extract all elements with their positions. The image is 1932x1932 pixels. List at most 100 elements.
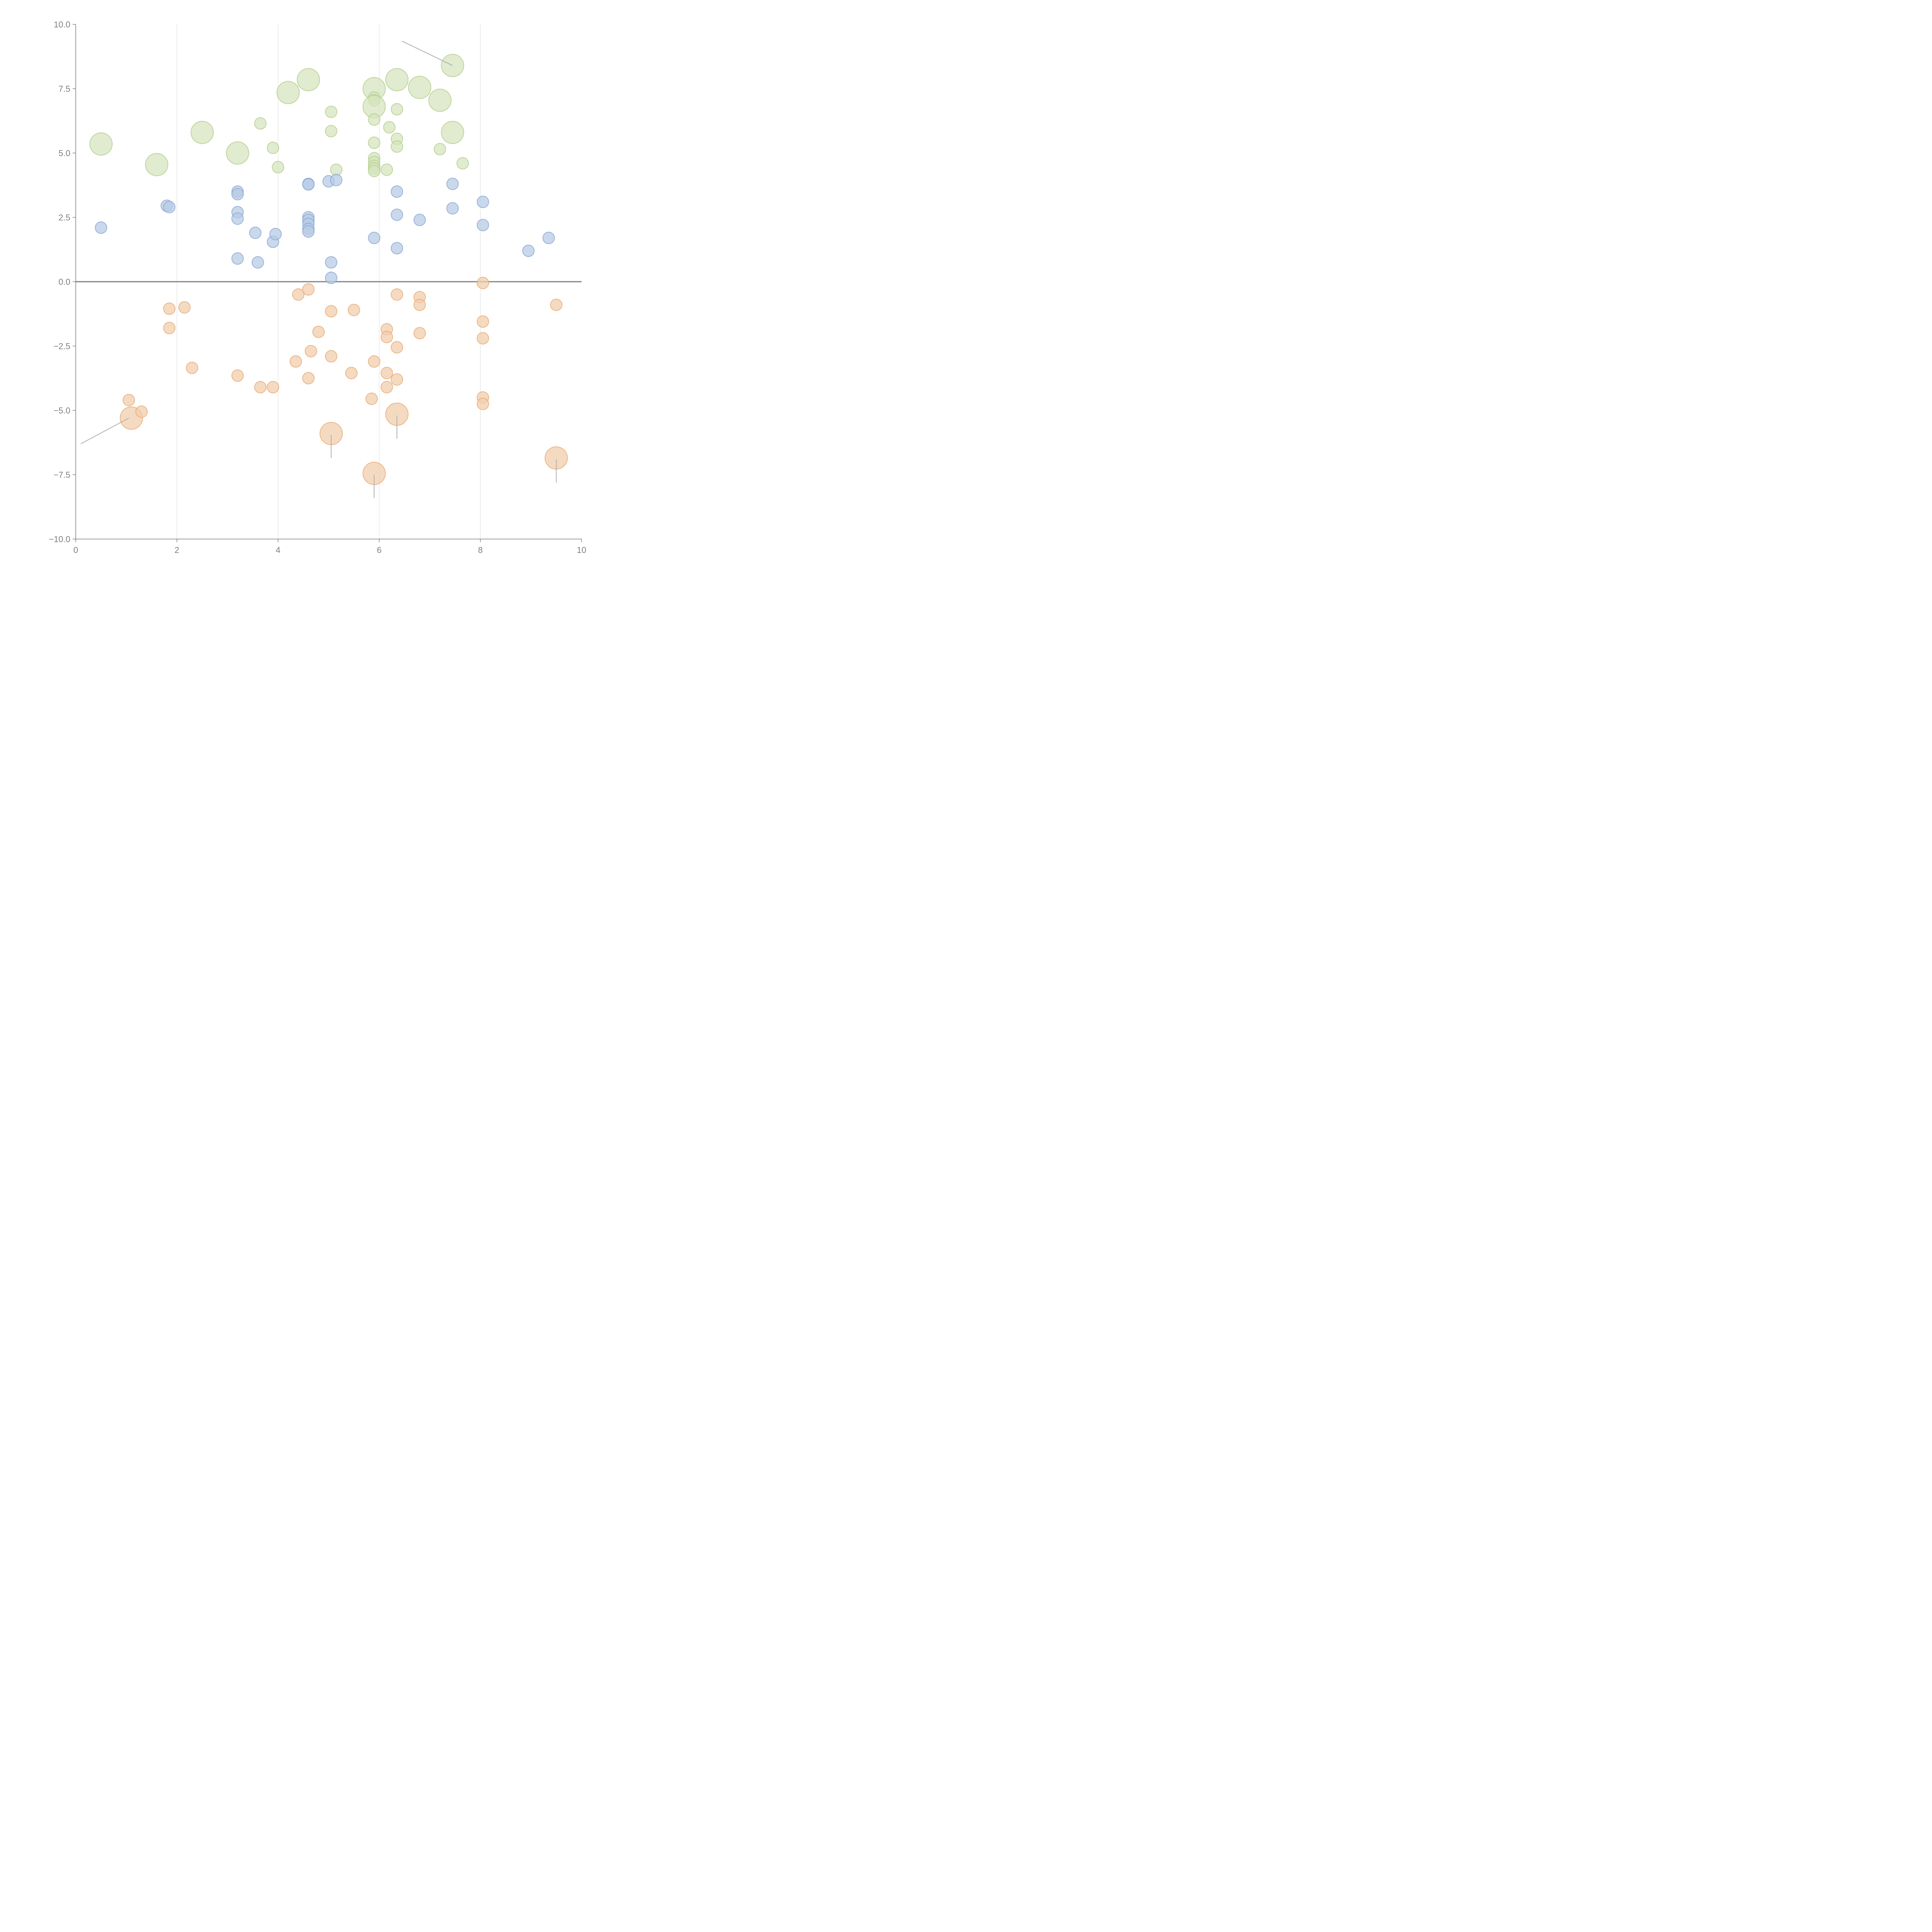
blue-point — [231, 252, 244, 265]
green-point — [145, 153, 168, 176]
orange-point — [391, 288, 403, 301]
x-tick-label: 6 — [377, 545, 381, 555]
annotation-leader-line — [401, 41, 453, 66]
green-point — [325, 105, 338, 118]
x-tick-label: 4 — [276, 545, 280, 555]
blue-point — [302, 178, 315, 191]
orange-point — [231, 369, 244, 382]
blue-point — [302, 225, 315, 238]
orange-point — [292, 288, 304, 301]
green-point — [368, 113, 381, 126]
orange-point — [163, 321, 176, 334]
orange-point — [302, 372, 315, 384]
green-point — [434, 143, 446, 156]
green-point — [276, 81, 300, 104]
blue-point — [446, 177, 459, 190]
green-point — [190, 121, 214, 144]
orange-point — [381, 381, 393, 394]
x-axis-ticks: 0 2 4 6 8 10 — [73, 539, 586, 555]
orange-point — [345, 367, 358, 379]
blue-point — [391, 185, 403, 198]
green-point — [383, 121, 396, 134]
green-point — [381, 163, 393, 176]
green-point — [385, 68, 409, 92]
blue-point — [269, 228, 282, 240]
x-tick-label: 8 — [478, 545, 483, 555]
blue-point — [231, 212, 244, 225]
blue-point — [391, 208, 403, 221]
orange-point — [381, 367, 393, 379]
y-tick-label: −7.5 — [54, 470, 70, 480]
green-point — [267, 141, 279, 154]
blue-point — [476, 219, 489, 231]
green-point — [368, 165, 381, 177]
orange-point — [135, 405, 148, 418]
y-tick-label: 10.0 — [54, 20, 70, 29]
orange-point — [413, 298, 426, 311]
blue-point — [446, 202, 459, 215]
green-point — [330, 163, 343, 176]
x-tick-label: 0 — [73, 545, 78, 555]
y-tick-label: −5.0 — [54, 406, 70, 415]
green-point — [441, 121, 464, 144]
green-point — [408, 76, 432, 99]
orange-point — [325, 350, 338, 363]
blue-point — [252, 256, 264, 269]
blue-point — [330, 173, 343, 186]
orange-point — [476, 315, 489, 328]
y-axis-ticks: 10.0 7.5 5.0 2.5 0.0 −2.5 −5.0 −7.5 −10.0 — [49, 20, 76, 544]
orange-point — [325, 305, 338, 318]
blue-point — [325, 272, 338, 284]
blue-point — [476, 196, 489, 208]
orange-point — [368, 355, 381, 368]
orange-point — [289, 355, 302, 368]
orange-point — [163, 302, 176, 315]
y-tick-label: 5.0 — [58, 148, 70, 158]
y-tick-label: −2.5 — [54, 342, 70, 351]
orange-point — [347, 304, 360, 316]
orange-point — [413, 327, 426, 340]
blue-point — [391, 242, 403, 255]
orange-point — [365, 393, 378, 405]
orange-point — [476, 398, 489, 410]
orange-point — [391, 373, 403, 386]
orange-point — [312, 325, 325, 338]
green-point — [89, 132, 113, 156]
orange-point — [391, 341, 403, 354]
orange-point — [476, 277, 489, 289]
blue-point — [95, 221, 107, 234]
blue-point — [163, 201, 176, 213]
blue-point — [368, 231, 381, 244]
orange-point — [381, 331, 393, 344]
orange-point — [122, 394, 135, 406]
green-point — [226, 141, 249, 165]
blue-point — [249, 226, 262, 239]
bubble-scatter-chart: 0 2 4 6 8 10 10.0 7.5 5.0 2.5 0.0 −2.5 −5.0 −7.5 −10.… — [49, 20, 586, 555]
orange-point — [254, 381, 267, 394]
orange-point — [550, 298, 563, 311]
x-tick-label: 10 — [577, 545, 586, 555]
x-tick-label: 2 — [175, 545, 179, 555]
blue-point — [542, 231, 555, 244]
annotation-leader-line — [80, 418, 129, 444]
data-points — [89, 54, 568, 485]
orange-point — [304, 345, 317, 357]
blue-point — [522, 245, 535, 257]
blue-point — [231, 188, 244, 201]
y-tick-label: −10.0 — [49, 534, 70, 544]
green-point — [254, 117, 267, 130]
orange-point — [476, 332, 489, 345]
orange-point — [302, 283, 315, 296]
green-point — [391, 103, 403, 116]
green-point — [297, 68, 320, 92]
y-tick-label: 7.5 — [58, 84, 70, 94]
leader-lines — [80, 41, 557, 498]
orange-point — [186, 362, 199, 374]
y-tick-label: 2.5 — [58, 213, 70, 223]
green-point — [391, 140, 403, 153]
orange-point — [267, 381, 279, 394]
orange-point — [178, 301, 191, 314]
y-tick-label: 0.0 — [58, 277, 70, 287]
blue-point — [413, 214, 426, 226]
green-point — [428, 88, 452, 112]
